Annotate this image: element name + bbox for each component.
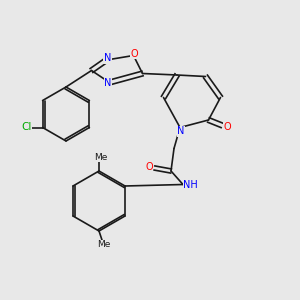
- Text: Me: Me: [94, 153, 107, 162]
- Text: Cl: Cl: [21, 122, 31, 133]
- Text: Me: Me: [97, 240, 110, 249]
- Text: O: O: [145, 161, 153, 172]
- Text: O: O: [130, 49, 138, 59]
- Text: N: N: [104, 53, 111, 64]
- Text: O: O: [224, 122, 231, 132]
- Text: N: N: [177, 126, 184, 136]
- Text: NH: NH: [183, 179, 198, 190]
- Text: N: N: [104, 78, 112, 88]
